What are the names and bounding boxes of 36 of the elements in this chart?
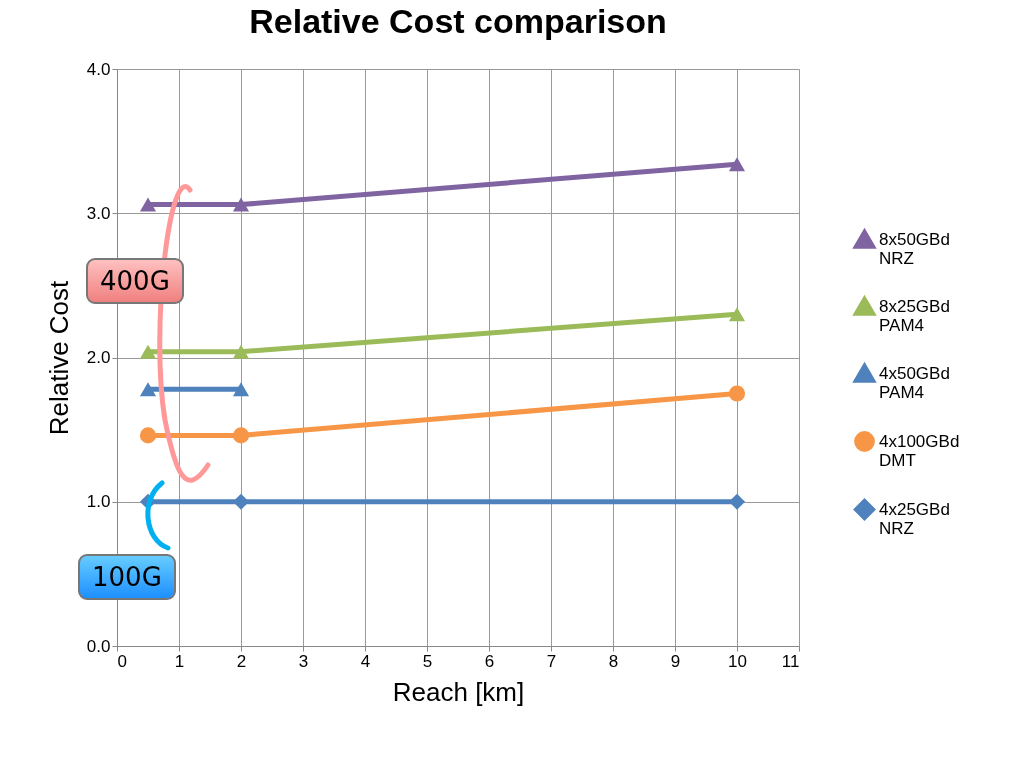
x-tick-label: 10	[728, 651, 747, 671]
point	[728, 157, 746, 172]
legend-label: 4x25GBd NRZ	[879, 499, 950, 538]
x-tick-label: 8	[608, 651, 619, 671]
point	[232, 427, 250, 444]
point	[728, 307, 746, 322]
y-tick-label: 2.0	[86, 348, 111, 367]
point	[232, 197, 250, 212]
point	[139, 197, 157, 212]
point	[139, 344, 157, 359]
x-tick-label: 1	[174, 651, 185, 671]
y-tick-label: 3.0	[86, 203, 111, 223]
point	[728, 385, 746, 402]
legend-label: 4x50GBd PAM4	[879, 363, 950, 402]
x-tick-label: 2	[236, 651, 247, 671]
annotation: 100G	[78, 554, 176, 600]
x-axis-title: Reach [km]	[392, 676, 525, 707]
x-tick-label: 3	[298, 651, 309, 671]
x-tick-label: 6	[484, 651, 495, 671]
chart-title: Relative Cost comparison	[249, 2, 667, 40]
x-tick-label: 0	[117, 651, 127, 671]
legend-label: 8x50GBd NRZ	[879, 229, 950, 268]
y-tick-label: 0.0	[86, 636, 111, 656]
x-tick-label: 5	[422, 651, 433, 671]
y-tick-label: 1.0	[86, 492, 111, 512]
legend-label: 4x100GBd DMT	[879, 431, 960, 470]
point	[139, 427, 157, 444]
point	[232, 344, 250, 359]
y-tick-label: 4.0	[86, 59, 111, 79]
x-tick-label: 9	[670, 651, 681, 671]
annotation: 400G	[86, 258, 184, 304]
x-tick-label: 11	[781, 651, 800, 671]
legend-label: 8x25GBd PAM4	[879, 296, 950, 335]
x-tick-label: 7	[546, 651, 557, 671]
x-tick-label: 4	[360, 651, 371, 671]
y-axis-title: Relative Cost	[43, 279, 74, 436]
